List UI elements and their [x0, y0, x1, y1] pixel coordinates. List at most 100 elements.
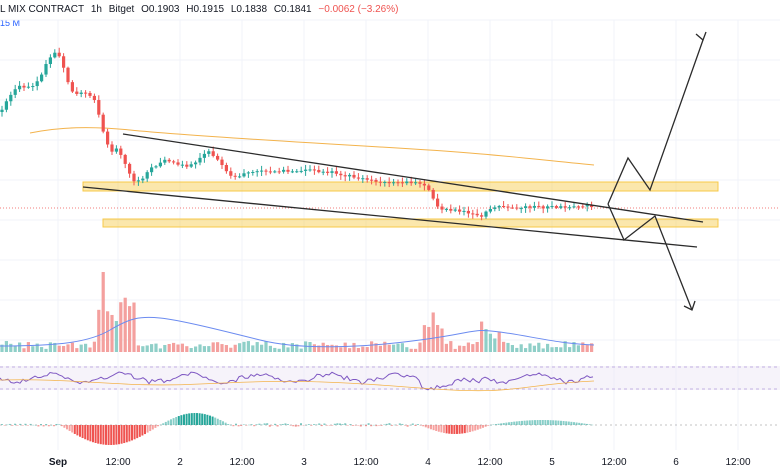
volume-bar [590, 343, 594, 352]
volume-bar [282, 342, 286, 352]
x-axis-tick-label: 12:00 [105, 457, 130, 468]
histogram-bar [94, 425, 97, 443]
histogram-bar [60, 425, 63, 427]
histogram-bar [305, 424, 308, 426]
histogram-bar [497, 423, 500, 425]
volume-bar [194, 346, 198, 352]
histogram-bar [224, 422, 227, 425]
histogram-bar [180, 415, 183, 425]
candle-body [352, 174, 356, 178]
candle-body [471, 213, 475, 215]
candle-body [348, 174, 352, 177]
volume-bar [431, 312, 435, 352]
histogram-bar [110, 425, 113, 445]
candle-body [422, 183, 426, 186]
volume-bar [484, 329, 488, 352]
bearish-projection-path [607, 203, 693, 311]
candle-body [255, 171, 259, 173]
candle-body [400, 182, 404, 184]
low-value: L0.1838 [230, 4, 268, 15]
histogram-bar [510, 421, 513, 425]
volume-bar [268, 345, 272, 352]
histogram-bar [279, 424, 282, 425]
histogram-bar [175, 417, 178, 425]
candle-body [427, 185, 431, 190]
histogram-bar [188, 413, 191, 425]
candle-body [185, 164, 189, 167]
volume-bar [356, 348, 360, 352]
volume-bar [343, 342, 347, 352]
candle-body [268, 171, 272, 173]
histogram-bar [385, 423, 388, 425]
candle-body [75, 91, 79, 94]
histogram-bar [164, 421, 167, 425]
volume-bar [110, 314, 114, 352]
volume-bar [510, 345, 514, 352]
volume-bar [414, 348, 418, 352]
candle-body [35, 81, 39, 87]
candle-body [409, 181, 413, 184]
candle-body [31, 86, 35, 88]
histogram-bar [149, 425, 152, 432]
volume-bar [277, 348, 281, 352]
x-axis-tick-label: 12:00 [725, 457, 750, 468]
histogram-bar [411, 423, 414, 425]
volume-bar [515, 347, 519, 352]
histogram-bar [37, 425, 40, 427]
histogram-bar [16, 425, 19, 426]
interval-label[interactable]: 1h [90, 4, 102, 15]
histogram-bar [27, 425, 29, 426]
candle-body [365, 178, 369, 180]
volume-bar [361, 346, 365, 352]
candle-body [576, 206, 580, 208]
histogram-bar [263, 423, 266, 425]
histogram-bar [172, 418, 175, 425]
histogram-bar [557, 420, 560, 425]
histogram-bar [443, 425, 445, 433]
histogram-bar [86, 425, 89, 441]
histogram-bar [406, 425, 409, 427]
candle-body [304, 169, 308, 171]
histogram-bar [445, 425, 448, 434]
volume-bar [493, 338, 497, 352]
volume-bar [405, 347, 409, 352]
candle-body [550, 206, 554, 208]
histogram-bar [328, 425, 331, 426]
volume-bar [392, 344, 396, 352]
volume-bar [136, 345, 140, 352]
histogram-bar [378, 425, 380, 426]
volume-bar [88, 347, 92, 352]
x-axis-tick-label: 12:00 [477, 457, 502, 468]
volume-bar [471, 344, 475, 352]
histogram-bar [3, 425, 6, 426]
volume-bar [216, 342, 220, 352]
volume-bar [172, 342, 176, 352]
candle-body [466, 210, 470, 214]
candle-body [378, 181, 382, 183]
candle-body [273, 171, 277, 173]
histogram-bar [216, 418, 219, 425]
candle-body [158, 162, 162, 167]
histogram-bar [42, 425, 45, 427]
oscillator-band [0, 366, 780, 390]
volume-bar [255, 342, 259, 352]
volume-bar [189, 347, 193, 352]
histogram-bar [383, 424, 386, 426]
candle-body [532, 205, 536, 208]
histogram-bar [409, 424, 412, 426]
histogram-bar [45, 424, 48, 425]
histogram-bar [453, 425, 456, 434]
volume-bar [502, 341, 506, 352]
candle-body [57, 52, 61, 57]
histogram-bar [162, 423, 165, 425]
candle-body [220, 159, 224, 166]
histogram-bar [354, 425, 357, 426]
candle-body [488, 209, 492, 212]
candle-body [339, 173, 343, 176]
candle-body [515, 207, 519, 209]
histogram-bar [253, 425, 256, 427]
candle-body [44, 64, 48, 75]
volume-bar [480, 321, 484, 352]
volume-bar [348, 348, 352, 352]
